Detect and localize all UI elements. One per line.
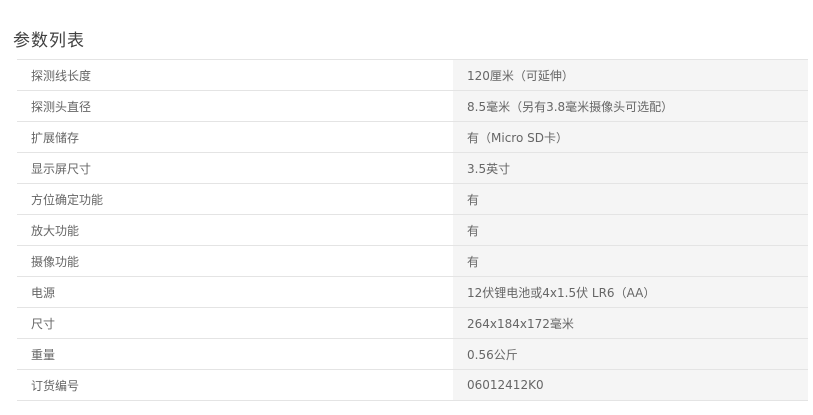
spec-label: 扩展储存 <box>17 122 453 152</box>
table-row: 订货编号 06012412K0 <box>17 370 808 401</box>
table-row: 摄像功能 有 <box>17 246 808 277</box>
spec-value: 有 <box>453 184 808 214</box>
page-title: 参数列表 <box>13 31 85 51</box>
spec-value: 120厘米（可延伸） <box>453 60 808 90</box>
spec-label: 电源 <box>17 277 453 307</box>
table-row: 探测头直径 8.5毫米（另有3.8毫米摄像头可选配） <box>17 91 808 122</box>
table-row: 电源 12伏锂电池或4x1.5伏 LR6（AA） <box>17 277 808 308</box>
table-row: 方位确定功能 有 <box>17 184 808 215</box>
spec-label: 方位确定功能 <box>17 184 453 214</box>
spec-value: 3.5英寸 <box>453 153 808 183</box>
spec-value: 06012412K0 <box>453 370 808 400</box>
table-row: 放大功能 有 <box>17 215 808 246</box>
spec-value: 有 <box>453 246 808 276</box>
spec-label: 订货编号 <box>17 370 453 400</box>
spec-value: 有（Micro SD卡） <box>453 122 808 152</box>
spec-value: 264x184x172毫米 <box>453 308 808 338</box>
table-row: 重量 0.56公斤 <box>17 339 808 370</box>
spec-label: 显示屏尺寸 <box>17 153 453 183</box>
spec-label: 重量 <box>17 339 453 369</box>
spec-label: 探测线长度 <box>17 60 453 90</box>
table-row: 扩展储存 有（Micro SD卡） <box>17 122 808 153</box>
spec-label: 放大功能 <box>17 215 453 245</box>
spec-value: 8.5毫米（另有3.8毫米摄像头可选配） <box>453 91 808 121</box>
spec-value: 0.56公斤 <box>453 339 808 369</box>
spec-value: 有 <box>453 215 808 245</box>
table-row: 显示屏尺寸 3.5英寸 <box>17 153 808 184</box>
spec-table: 探测线长度 120厘米（可延伸） 探测头直径 8.5毫米（另有3.8毫米摄像头可… <box>17 59 808 401</box>
table-row: 探测线长度 120厘米（可延伸） <box>17 60 808 91</box>
table-row: 尺寸 264x184x172毫米 <box>17 308 808 339</box>
spec-label: 摄像功能 <box>17 246 453 276</box>
spec-label: 尺寸 <box>17 308 453 338</box>
spec-value: 12伏锂电池或4x1.5伏 LR6（AA） <box>453 277 808 307</box>
spec-label: 探测头直径 <box>17 91 453 121</box>
